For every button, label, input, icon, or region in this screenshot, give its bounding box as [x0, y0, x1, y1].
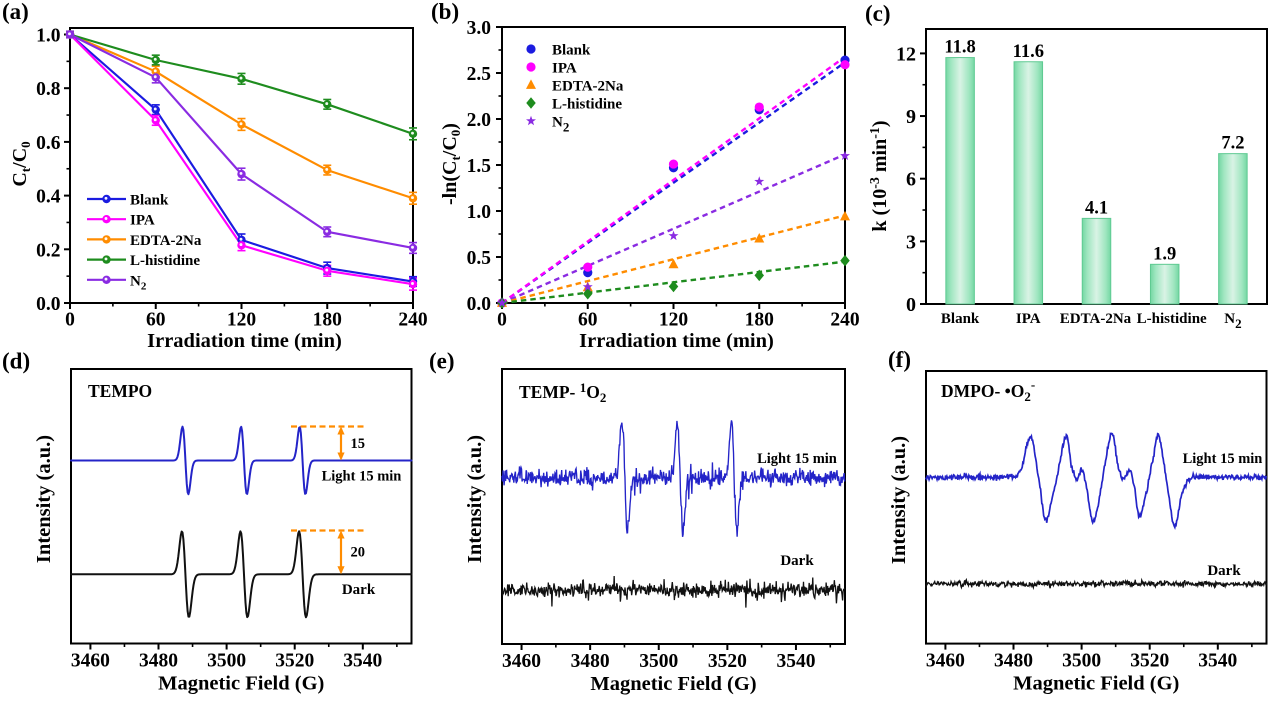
- svg-text:Blank: Blank: [552, 43, 591, 59]
- svg-text:120: 120: [227, 310, 256, 331]
- svg-text:L-histidine: L-histidine: [130, 253, 200, 269]
- svg-text:0.6: 0.6: [36, 133, 61, 154]
- svg-text:IPA: IPA: [1016, 311, 1041, 327]
- svg-text:Magnetic Field (G): Magnetic Field (G): [158, 673, 324, 695]
- svg-text:(e): (e): [429, 349, 455, 374]
- svg-text:3480: 3480: [571, 651, 610, 672]
- svg-text:1.5: 1.5: [467, 156, 492, 177]
- svg-text:0.0: 0.0: [467, 294, 491, 315]
- svg-text:3540: 3540: [1198, 651, 1237, 672]
- svg-text:3.0: 3.0: [467, 18, 491, 39]
- svg-text:3520: 3520: [708, 651, 747, 672]
- svg-text:3460: 3460: [926, 651, 965, 672]
- svg-text:Dark: Dark: [780, 553, 814, 569]
- svg-text:4.1: 4.1: [1085, 198, 1108, 218]
- svg-text:0.2: 0.2: [36, 240, 60, 261]
- svg-text:3540: 3540: [343, 651, 382, 672]
- svg-text:(d): (d): [2, 349, 30, 374]
- svg-text:0.0: 0.0: [36, 294, 60, 315]
- svg-text:1.9: 1.9: [1153, 244, 1176, 264]
- svg-text:0.4: 0.4: [36, 187, 61, 208]
- svg-text:15: 15: [351, 436, 366, 452]
- svg-text:1.0: 1.0: [36, 26, 60, 47]
- svg-text:EDTA-2Na: EDTA-2Na: [552, 79, 624, 95]
- svg-text:3460: 3460: [71, 651, 110, 672]
- svg-text:3460: 3460: [502, 651, 541, 672]
- svg-text:12: 12: [896, 43, 916, 65]
- svg-text:Light 15 min: Light 15 min: [757, 451, 837, 467]
- svg-text:3540: 3540: [776, 651, 815, 672]
- svg-text:240: 240: [830, 310, 859, 331]
- svg-text:Magnetic Field (G): Magnetic Field (G): [590, 673, 756, 695]
- svg-text:3500: 3500: [639, 651, 678, 672]
- svg-text:Intensity (a.u.): Intensity (a.u.): [464, 435, 486, 563]
- svg-text:3520: 3520: [1130, 651, 1169, 672]
- svg-text:Blank: Blank: [130, 193, 169, 209]
- svg-text:N2: N2: [1224, 311, 1241, 331]
- svg-text:(f): (f): [888, 347, 911, 372]
- svg-text:Intensity (a.u.): Intensity (a.u.): [888, 436, 910, 564]
- svg-text:IPA: IPA: [130, 213, 155, 229]
- svg-text:7.2: 7.2: [1221, 134, 1244, 154]
- svg-text:Blank: Blank: [941, 311, 980, 327]
- svg-text:Dark: Dark: [1207, 563, 1241, 579]
- svg-text:EDTA-2Na: EDTA-2Na: [130, 233, 202, 249]
- svg-text:(b): (b): [431, 0, 459, 24]
- svg-text:Intensity (a.u.): Intensity (a.u.): [33, 435, 55, 563]
- svg-text:9: 9: [906, 106, 916, 128]
- svg-text:0: 0: [906, 294, 916, 316]
- svg-text:Irradiation time (min): Irradiation time (min): [147, 330, 342, 352]
- svg-text:20: 20: [351, 545, 366, 561]
- svg-text:6: 6: [906, 169, 916, 191]
- svg-text:k (10-3 min-1): k (10-3 min-1): [868, 120, 891, 231]
- svg-text:3480: 3480: [994, 651, 1033, 672]
- svg-text:Ct/C0: Ct/C0: [9, 141, 33, 186]
- svg-text:0.8: 0.8: [36, 79, 61, 100]
- svg-text:N2: N2: [552, 115, 569, 135]
- svg-text:11.8: 11.8: [944, 38, 975, 58]
- svg-text:-ln(Ct/C0): -ln(Ct/C0): [439, 123, 463, 205]
- svg-text:TEMP- 1O2: TEMP- 1O2: [519, 380, 606, 405]
- svg-text:2.5: 2.5: [467, 64, 492, 85]
- svg-text:(a): (a): [2, 0, 29, 24]
- svg-text:60: 60: [578, 310, 598, 331]
- svg-text:DMPO- •O2-: DMPO- •O2-: [941, 377, 1035, 404]
- svg-text:0: 0: [497, 310, 507, 331]
- svg-text:2.0: 2.0: [467, 110, 491, 131]
- svg-text:(c): (c): [865, 1, 891, 26]
- svg-text:TEMPO: TEMPO: [88, 381, 152, 401]
- svg-text:L-histidine: L-histidine: [552, 97, 622, 113]
- svg-text:11.6: 11.6: [1013, 42, 1044, 62]
- svg-text:IPA: IPA: [552, 61, 577, 77]
- svg-text:240: 240: [398, 310, 427, 331]
- svg-text:0: 0: [65, 310, 75, 331]
- svg-text:3480: 3480: [139, 651, 178, 672]
- svg-text:120: 120: [659, 310, 688, 331]
- svg-text:Irradiation time (min): Irradiation time (min): [579, 330, 774, 352]
- svg-text:Dark: Dark: [342, 582, 376, 598]
- svg-text:L-histidine: L-histidine: [1137, 311, 1207, 327]
- svg-text:Magnetic Field (G): Magnetic Field (G): [1013, 673, 1179, 695]
- svg-text:3500: 3500: [207, 651, 246, 672]
- svg-text:1.0: 1.0: [467, 202, 491, 223]
- svg-text:60: 60: [146, 310, 166, 331]
- svg-text:3500: 3500: [1062, 651, 1101, 672]
- svg-text:Light 15 min: Light 15 min: [322, 469, 402, 485]
- svg-text:0.5: 0.5: [467, 248, 492, 269]
- svg-text:180: 180: [745, 310, 774, 331]
- svg-text:EDTA-2Na: EDTA-2Na: [1060, 311, 1132, 327]
- svg-text:180: 180: [313, 310, 342, 331]
- svg-text:Light 15 min: Light 15 min: [1183, 451, 1263, 467]
- svg-text:3: 3: [906, 231, 916, 253]
- svg-text:3520: 3520: [275, 651, 314, 672]
